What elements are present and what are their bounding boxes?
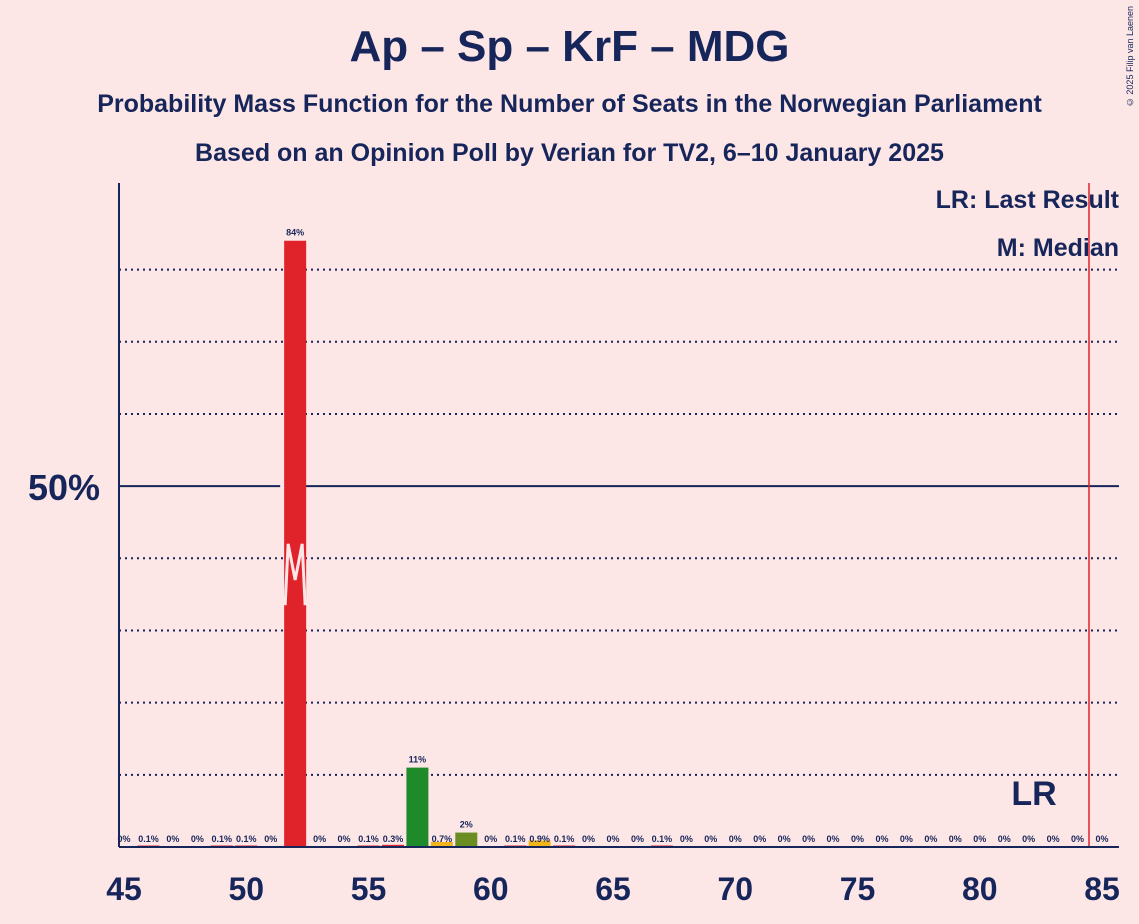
- data-label: 0%: [117, 834, 130, 844]
- data-label: 0%: [875, 834, 888, 844]
- data-label: 0.1%: [138, 834, 159, 844]
- data-label: 0%: [631, 834, 644, 844]
- x-tick-label: 60: [473, 871, 509, 907]
- data-label: 0%: [313, 834, 326, 844]
- x-tick-label: 50: [228, 871, 264, 907]
- data-label: 0%: [949, 834, 962, 844]
- data-label: 0%: [778, 834, 791, 844]
- data-label: 0%: [484, 834, 497, 844]
- data-label: 0%: [680, 834, 693, 844]
- bar-seat-62: [528, 840, 551, 847]
- data-label: 0%: [729, 834, 742, 844]
- chart-subtitle-1: Probability Mass Function for the Number…: [97, 90, 1042, 118]
- median-marker: [283, 543, 307, 606]
- data-label: 0%: [191, 834, 204, 844]
- data-label: 0%: [264, 834, 277, 844]
- y-major-label: 50%: [28, 467, 100, 508]
- chart-title: Ap – Sp – KrF – MDG: [349, 22, 790, 71]
- data-label: 0.1%: [236, 834, 257, 844]
- data-label: 0%: [998, 834, 1011, 844]
- data-label: 0%: [1095, 834, 1108, 844]
- legend-median: M: Median: [996, 234, 1119, 262]
- x-tick-label: 85: [1084, 871, 1120, 907]
- data-label: 0%: [827, 834, 840, 844]
- data-label: 0.1%: [358, 834, 379, 844]
- bar-seat-52: [284, 240, 307, 847]
- data-label: 0.7%: [432, 834, 453, 844]
- data-label: 0.1%: [212, 834, 233, 844]
- x-tick-label: 70: [717, 871, 753, 907]
- data-label: 0%: [802, 834, 815, 844]
- data-label: 2%: [460, 820, 473, 830]
- bar-seat-57: [406, 767, 429, 847]
- data-label: 0.3%: [383, 834, 404, 844]
- data-label: 0.9%: [529, 834, 550, 844]
- x-tick-label: 75: [840, 871, 876, 907]
- data-label: 0%: [606, 834, 619, 844]
- last-result-marker: LR: [1011, 775, 1056, 813]
- x-tick-label: 45: [106, 871, 142, 907]
- data-label: 0.1%: [554, 834, 575, 844]
- bar-seat-59: [455, 832, 478, 847]
- data-label: 0%: [1047, 834, 1060, 844]
- data-label: 0%: [1071, 834, 1084, 844]
- legend-last-result: LR: Last Result: [935, 186, 1119, 214]
- data-label: 0%: [753, 834, 766, 844]
- bar-seat-56: [381, 844, 404, 847]
- bar-seat-58: [430, 841, 453, 847]
- x-tick-label: 80: [962, 871, 998, 907]
- data-label: 0%: [338, 834, 351, 844]
- data-label: 0%: [973, 834, 986, 844]
- data-label: 11%: [409, 755, 427, 765]
- data-label: 0.1%: [652, 834, 673, 844]
- chart-subtitle-2: Based on an Opinion Poll by Verian for T…: [195, 139, 944, 167]
- data-label: 0.1%: [505, 834, 526, 844]
- data-label: 0%: [166, 834, 179, 844]
- data-label: 0%: [1022, 834, 1035, 844]
- data-label: 0%: [900, 834, 913, 844]
- x-tick-label: 65: [595, 871, 631, 907]
- data-label: 0%: [924, 834, 937, 844]
- data-label: 0%: [704, 834, 717, 844]
- data-label: 0%: [851, 834, 864, 844]
- data-label: 84%: [286, 228, 304, 238]
- data-label: 0%: [582, 834, 595, 844]
- x-tick-label: 55: [351, 871, 387, 907]
